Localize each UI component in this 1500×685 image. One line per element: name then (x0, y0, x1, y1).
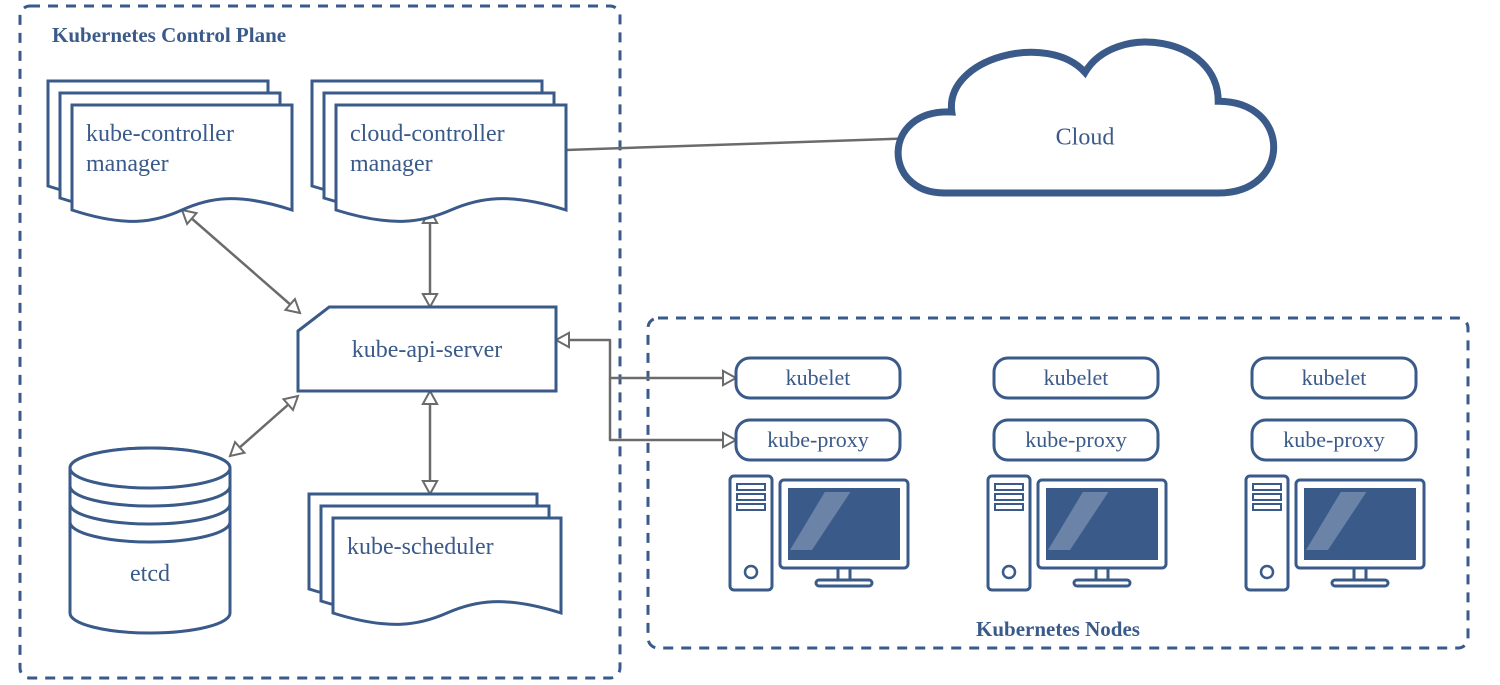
edge (423, 210, 437, 307)
edge (182, 210, 300, 313)
kube-scheduler: kube-scheduler (309, 494, 561, 624)
kubelet-label: kubelet (1044, 365, 1109, 390)
cloud-controller-manager: cloud-controller manager (312, 81, 566, 221)
edge (556, 333, 736, 385)
node-0: kubelet kube-proxy (730, 358, 908, 590)
svg-text:manager: manager (86, 151, 169, 177)
cloud-icon: Cloud (898, 42, 1274, 193)
svg-text:manager: manager (350, 151, 433, 177)
cloud-label: Cloud (1056, 124, 1115, 150)
kubelet-label: kubelet (1302, 365, 1367, 390)
edge (423, 391, 437, 494)
nodes-region-label: Kubernetes Nodes (976, 617, 1140, 641)
kube-proxy-label: kube-proxy (1283, 427, 1384, 452)
node-1: kubelet kube-proxy (988, 358, 1166, 590)
kube-api-server: kube-api-server (298, 307, 556, 391)
node-instances: kubeletkube-proxykubeletkube-proxykubele… (730, 358, 1424, 590)
computer-icon (988, 476, 1166, 590)
etcd: etcd (70, 448, 230, 633)
kubelet-label: kubelet (786, 365, 851, 390)
kube-api-server-label: kube-api-server (352, 337, 503, 363)
node-2: kubelet kube-proxy (1246, 358, 1424, 590)
architecture-diagram: Kubernetes Control Plane Kubernetes Node… (0, 0, 1500, 685)
kube-controller-manager: kube-controller manager (48, 81, 292, 221)
svg-text:kube-scheduler: kube-scheduler (347, 534, 494, 560)
control-plane-label: Kubernetes Control Plane (52, 23, 286, 47)
svg-text:cloud-controller: cloud-controller (350, 121, 505, 147)
edge (230, 396, 298, 456)
svg-text:kube-controller: kube-controller (86, 121, 234, 147)
kube-proxy-label: kube-proxy (1025, 427, 1126, 452)
computer-icon (1246, 476, 1424, 590)
edge (610, 378, 736, 447)
kube-proxy-label: kube-proxy (767, 427, 868, 452)
computer-icon (730, 476, 908, 590)
etcd-label: etcd (130, 561, 170, 587)
